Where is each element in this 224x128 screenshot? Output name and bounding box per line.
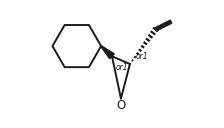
Text: O: O bbox=[116, 99, 126, 112]
Polygon shape bbox=[101, 46, 114, 59]
Text: or1: or1 bbox=[136, 52, 148, 61]
Text: or1: or1 bbox=[115, 63, 128, 72]
